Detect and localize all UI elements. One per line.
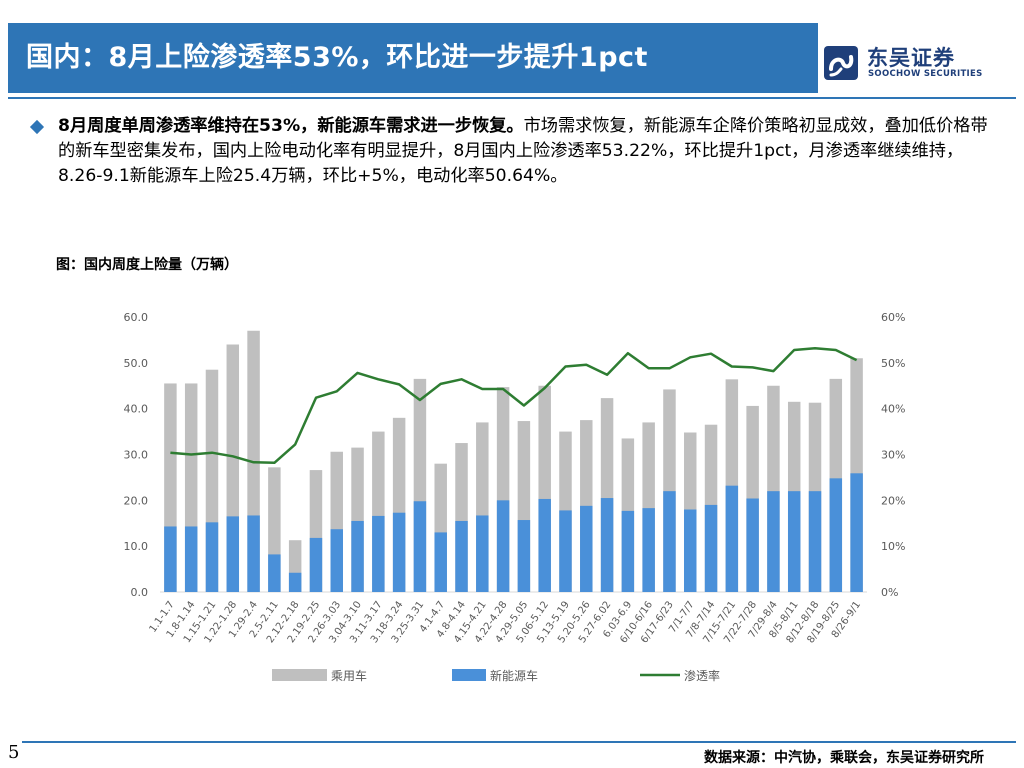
line-penetration [170, 346, 858, 465]
bar-nev [205, 522, 219, 592]
bar-nev [164, 526, 177, 592]
y-right-tick-label: 0% [881, 586, 898, 599]
y-left-tick-label: 30.0 [124, 449, 149, 462]
data-source: 数据来源：中汽协，乘联会，东吴证券研究所 [704, 750, 984, 766]
y-left-tick-label: 60.0 [124, 311, 149, 324]
y-left-tick-label: 0.0 [131, 586, 149, 599]
chart-title: 图：国内周度上险量（万辆） [56, 257, 238, 273]
summary-lead: 8月周度单周渗透率维持在53%，新能源车需求进一步恢复。 [58, 116, 524, 136]
y-right-tick-label: 50% [881, 357, 905, 370]
bar-nev [434, 532, 447, 592]
summary-body: 市场需求恢复，新能源车企降价策略初显成效，叠加低价格带的新车型密集发布，国内上险… [58, 116, 988, 186]
y-left-tick-label: 40.0 [124, 403, 149, 416]
bar-nev [829, 478, 843, 592]
bar-nev [268, 554, 281, 592]
bar-nev [580, 505, 593, 592]
bar-nev [330, 529, 343, 592]
bar-nev [496, 500, 510, 592]
bar-nev [725, 485, 739, 592]
bar-nev [226, 516, 240, 592]
bar-nev [517, 520, 531, 592]
bar-nev [808, 491, 822, 592]
bar-nev [455, 520, 468, 592]
bar-nev [351, 520, 364, 592]
logo-name-cn: 东吴证券 [867, 46, 955, 70]
y-right-tick-label: 20% [881, 494, 905, 507]
bar-nev [476, 515, 489, 592]
bar-nev [684, 509, 697, 592]
y-left-tick-label: 10.0 [124, 540, 149, 553]
bar-nev [704, 504, 718, 592]
bar-nev [413, 501, 427, 592]
page-number: 5 [8, 742, 20, 763]
y-right-tick-label: 60% [881, 311, 905, 324]
bar-nev [559, 510, 572, 592]
page-title: 国内：8月上险渗透率53%，环比进一步提升1pct [26, 42, 648, 73]
bar-nev [392, 512, 406, 592]
brand-logo: 东吴证券 SOOCHOW SECURITIES [823, 41, 1013, 85]
bar-nev [767, 491, 780, 592]
bar-nev [787, 491, 801, 592]
legend-swatch-nev [452, 669, 486, 681]
bar-nev [850, 473, 863, 592]
bar-nev [600, 498, 614, 592]
y-right-tick-label: 10% [881, 540, 905, 553]
bar-nev [309, 537, 323, 592]
legend-label-nev: 新能源车 [490, 668, 538, 683]
legend-label-penetration: 渗透率 [684, 668, 720, 683]
bar-nev [288, 572, 302, 592]
bar-nev [621, 510, 635, 592]
footer-divider [22, 741, 1016, 743]
y-left-tick-label: 20.0 [124, 494, 149, 507]
y-right-tick-label: 40% [881, 403, 905, 416]
bar-nev [372, 515, 385, 592]
bar-nev [184, 526, 198, 592]
legend-swatch-passenger [272, 669, 327, 681]
soochow-logo-icon [824, 46, 858, 80]
bar-nev [538, 498, 551, 592]
bar-nev [663, 491, 676, 592]
legend-label-passenger: 乘用车 [331, 668, 367, 683]
logo-name-en: SOOCHOW SECURITIES [868, 69, 983, 79]
insurance-volume-chart: 0.0 10.0 20.0 30.0 40.0 50.0 60.0 0% 10% 20% 30% 40… [124, 311, 906, 683]
bar-nev [247, 515, 260, 592]
header-divider [8, 97, 1016, 99]
summary-paragraph: 8月周度单周渗透率维持在53%，新能源车需求进一步恢复。市场需求恢复，新能源车企… [58, 114, 998, 189]
y-right-tick-label: 30% [881, 449, 905, 462]
bar-nev [642, 508, 655, 592]
bar-nev [746, 498, 759, 592]
y-left-tick-label: 50.0 [124, 357, 149, 370]
title-bar: 国内：8月上险渗透率53%，环比进一步提升1pct [8, 23, 818, 93]
